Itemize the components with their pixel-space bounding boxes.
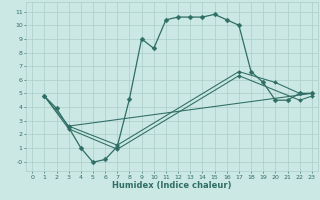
X-axis label: Humidex (Indice chaleur): Humidex (Indice chaleur) [112, 181, 232, 190]
